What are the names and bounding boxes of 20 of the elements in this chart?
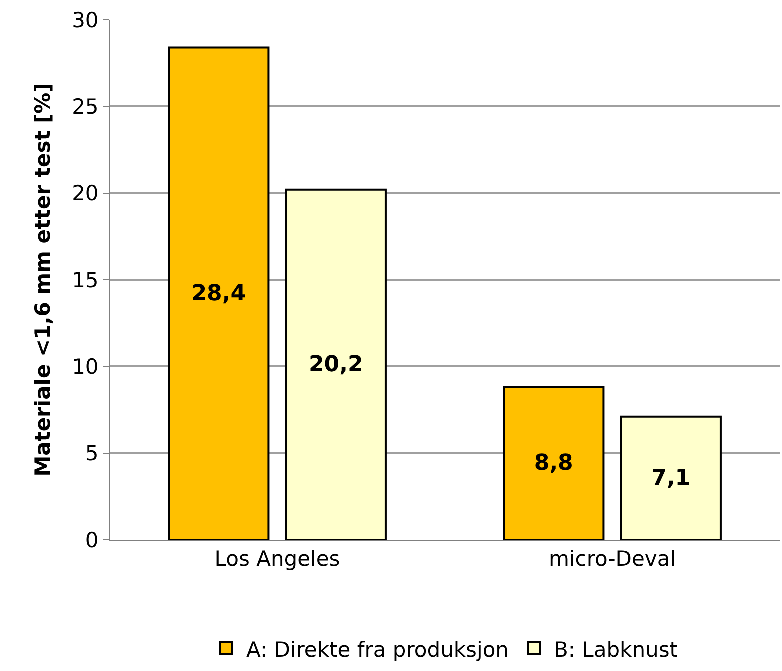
bar <box>285 188 387 540</box>
x-tick-label: micro-Deval <box>548 547 676 572</box>
y-tick-label: 5 <box>85 442 99 466</box>
bar <box>503 386 605 540</box>
x-tick-label: Los Angeles <box>214 547 340 572</box>
bar <box>620 416 722 540</box>
y-tick-label: 20 <box>72 182 99 206</box>
y-tick-label: 25 <box>72 95 99 120</box>
y-tick-label: 0 <box>85 528 99 552</box>
legend-label: A: Direkte fra produksjon <box>246 638 509 662</box>
y-tick-label: 10 <box>72 355 99 380</box>
y-tick-label: 15 <box>72 268 99 292</box>
data-label: 8,8 <box>534 451 574 476</box>
data-label: 20,2 <box>308 352 364 378</box>
data-label: 7,1 <box>652 466 691 491</box>
data-label: 28,4 <box>192 281 246 306</box>
y-tick-label: 30 <box>72 8 99 32</box>
bar <box>168 46 270 540</box>
legend-label: B: Labknust <box>554 638 678 662</box>
y-axis-title: Materiale <1,6 mm etter test [%] <box>31 83 56 477</box>
